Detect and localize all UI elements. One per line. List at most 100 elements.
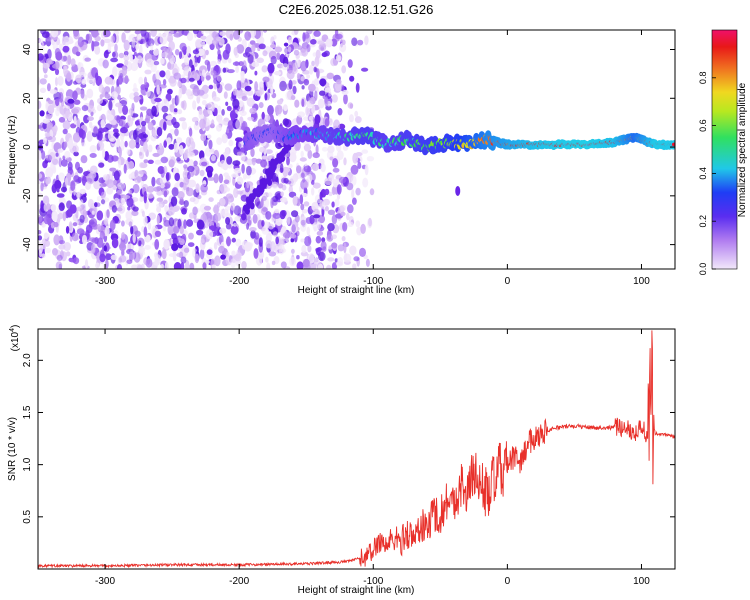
noise-blob: [353, 256, 360, 262]
noise-blob: [85, 33, 90, 42]
noise-blob: [189, 146, 194, 157]
noise-blob: [186, 219, 194, 227]
noise-blob: [44, 247, 52, 254]
noise-blob: [254, 81, 258, 92]
noise-blob: [223, 117, 229, 122]
noise-blob: [80, 89, 85, 99]
noise-blob: [193, 160, 198, 166]
noise-blob: [288, 36, 293, 44]
noise-blob: [106, 154, 114, 163]
noise-blob: [127, 117, 134, 127]
noise-blob: [128, 139, 136, 149]
noise-blob: [179, 42, 187, 51]
noise-blob: [62, 211, 67, 222]
noise-blob: [334, 30, 339, 36]
noise-blob: [183, 164, 188, 169]
noise-blob: [339, 42, 347, 53]
noise-blob: [324, 206, 329, 212]
noise-blob: [205, 75, 211, 81]
noise-blob: [300, 219, 306, 226]
noise-blob: [290, 95, 296, 101]
noise-blob: [196, 229, 204, 236]
noise-blob: [249, 107, 257, 115]
noise-blob: [280, 163, 284, 173]
noise-blob: [223, 179, 230, 185]
noise-blob: [106, 187, 114, 195]
noise-blob: [130, 62, 139, 72]
noise-blob: [180, 256, 187, 264]
spectrogram-image: [38, 30, 675, 269]
noise-blob: [55, 261, 63, 269]
noise-blob: [60, 186, 68, 193]
noise-blob: [154, 239, 160, 250]
noise-blob: [176, 252, 183, 258]
noise-blob: [341, 65, 347, 74]
noise-blob: [143, 76, 148, 86]
noise-blob: [324, 87, 331, 93]
noise-blob: [219, 227, 227, 234]
noise-blob: [61, 159, 68, 167]
noise-blob: [65, 251, 71, 257]
noise-blob: [202, 41, 206, 47]
noise-blob: [220, 159, 226, 169]
noise-blob: [300, 150, 304, 158]
noise-blob: [361, 149, 369, 154]
noise-blob: [154, 97, 162, 103]
noise-blob: [229, 33, 234, 41]
noise-blob: [328, 118, 333, 126]
noise-blob: [102, 30, 111, 38]
noise-blob: [188, 127, 193, 137]
noise-blob: [139, 196, 144, 202]
noise-blob: [195, 183, 200, 194]
noise-blob: [41, 253, 46, 258]
spectrogram-frame: [37, 29, 676, 270]
noise-blob: [338, 176, 347, 184]
noise-blob: [182, 182, 187, 191]
noise-blob: [122, 194, 131, 200]
noise-blob: [156, 197, 164, 202]
noise-blob: [55, 77, 58, 87]
noise-blob: [163, 190, 168, 198]
noise-blob: [117, 205, 126, 214]
noise-blob: [95, 262, 100, 269]
noise-blob: [183, 219, 187, 230]
noise-blob: [99, 253, 106, 263]
noise-blob: [290, 238, 295, 243]
noise-blob: [42, 122, 47, 130]
noise-blob: [177, 109, 183, 115]
noise-blob: [166, 137, 172, 145]
noise-blob: [220, 254, 227, 260]
noise-blob: [312, 123, 319, 128]
snr-frame: [37, 328, 676, 570]
noise-blob: [335, 54, 342, 62]
noise-blob: [201, 99, 207, 106]
noise-blob: [311, 104, 316, 114]
noise-blob: [233, 47, 238, 56]
noise-blob: [216, 124, 222, 132]
noise-blob: [268, 251, 277, 257]
noise-blob: [309, 96, 316, 105]
noise-blob: [204, 30, 212, 34]
noise-blob: [79, 214, 85, 223]
noise-blob: [241, 213, 247, 221]
noise-blob: [215, 212, 222, 222]
noise-blob: [218, 245, 226, 254]
noise-blob: [80, 206, 85, 215]
noise-blob: [285, 237, 289, 243]
noise-blob: [174, 172, 180, 182]
noise-blob: [296, 72, 301, 80]
noise-blob: [233, 30, 240, 40]
noise-blob: [189, 262, 195, 269]
noise-blob: [291, 224, 296, 233]
noise-blob: [89, 153, 97, 158]
noise-blob: [302, 258, 310, 268]
noise-blob: [94, 45, 101, 55]
noise-blob: [204, 147, 212, 157]
noise-blob: [270, 55, 277, 65]
noise-blob: [139, 106, 148, 111]
noise-blob: [116, 138, 121, 148]
noise-blob: [136, 55, 143, 64]
noise-blob: [80, 155, 88, 164]
noise-blob: [226, 156, 233, 165]
colorbar-tick-label: 0.0: [698, 263, 708, 276]
